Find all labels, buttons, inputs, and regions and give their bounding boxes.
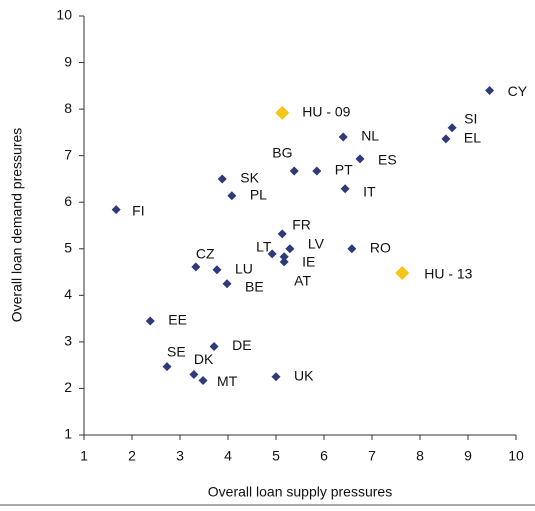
point-label: SK — [240, 170, 259, 186]
point — [111, 205, 121, 215]
point-label: SI — [464, 110, 477, 126]
point-label: LV — [308, 235, 325, 251]
point-label: HU - 13 — [424, 266, 472, 282]
x-tick-label: 7 — [368, 448, 376, 464]
y-tick-label: 1 — [64, 426, 72, 442]
point — [285, 244, 295, 254]
point-label: LT — [256, 239, 272, 255]
x-tick-label: 3 — [176, 448, 184, 464]
point-label: DE — [232, 337, 251, 353]
point-label: PT — [335, 162, 353, 178]
point-label: FR — [292, 217, 311, 233]
point-label: MT — [217, 373, 238, 389]
point — [279, 257, 289, 267]
point — [209, 342, 219, 352]
y-tick-label: 8 — [64, 100, 72, 116]
x-tick-label: 10 — [508, 448, 524, 464]
point — [289, 166, 299, 176]
point — [267, 249, 277, 259]
point — [212, 265, 222, 275]
y-tick-label: 6 — [64, 193, 72, 209]
point — [275, 105, 290, 120]
point — [340, 184, 350, 194]
point — [347, 244, 357, 254]
x-tick-label: 2 — [128, 448, 136, 464]
point — [227, 191, 237, 201]
point — [145, 316, 155, 326]
point — [441, 134, 451, 144]
point-label: UK — [294, 368, 314, 384]
point-label: SE — [167, 343, 186, 359]
x-tick-label: 8 — [416, 448, 424, 464]
point-label: IT — [363, 183, 376, 199]
point-label: EE — [168, 312, 187, 328]
point — [355, 154, 365, 164]
y-tick-label: 5 — [64, 239, 72, 255]
x-tick-label: 4 — [224, 448, 232, 464]
point-label: AT — [294, 273, 311, 289]
point — [338, 132, 348, 142]
x-axis-title: Overall loan supply pressures — [208, 484, 392, 500]
point-label: EL — [464, 130, 481, 146]
point-label: CY — [508, 83, 528, 99]
x-tick-label: 1 — [80, 448, 88, 464]
point-label: PL — [250, 186, 267, 202]
x-tick-label: 6 — [320, 448, 328, 464]
point-label: HU - 09 — [302, 104, 350, 120]
point-label: RO — [370, 239, 391, 255]
point — [198, 376, 208, 386]
point — [271, 372, 281, 382]
point — [222, 279, 232, 289]
point — [395, 265, 410, 280]
y-tick-label: 10 — [56, 7, 72, 23]
point-label: BE — [245, 278, 264, 294]
x-tick-label: 9 — [464, 448, 472, 464]
y-tick-label: 7 — [64, 146, 72, 162]
point — [485, 85, 495, 95]
point-label: CZ — [196, 246, 215, 262]
point-label: LU — [235, 260, 253, 276]
point-label: NL — [361, 128, 379, 144]
point-label: DK — [194, 351, 214, 367]
point-label: ES — [378, 152, 397, 168]
point — [447, 123, 457, 133]
point-label: IE — [302, 253, 315, 269]
point — [191, 262, 201, 272]
point — [162, 362, 172, 372]
y-tick-label: 2 — [64, 379, 72, 395]
point — [279, 252, 289, 262]
point-label: BG — [272, 145, 292, 161]
y-axis-title: Overall loan demand pressures — [9, 128, 25, 323]
point — [189, 369, 199, 379]
y-tick-label: 4 — [64, 286, 72, 302]
y-tick-label: 3 — [64, 333, 72, 349]
x-tick-label: 5 — [272, 448, 280, 464]
point-label: FI — [132, 202, 144, 218]
point — [277, 229, 287, 239]
point — [312, 166, 322, 176]
point — [217, 174, 227, 184]
y-tick-label: 9 — [64, 53, 72, 69]
